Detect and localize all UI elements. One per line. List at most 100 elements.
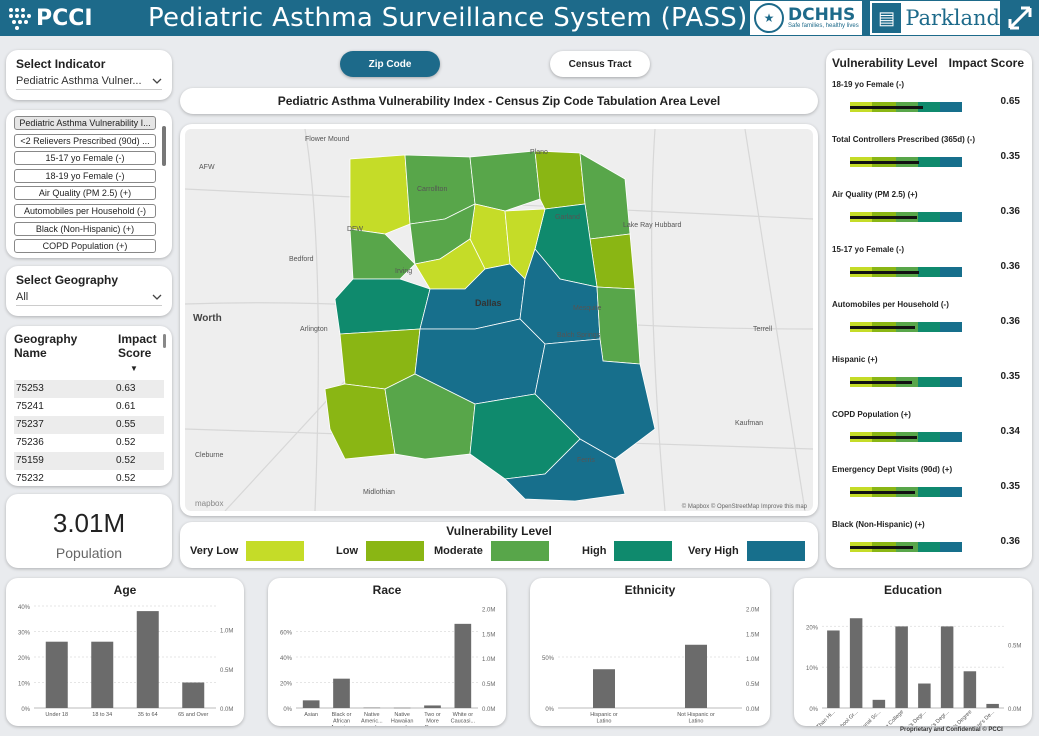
bar[interactable] <box>45 641 68 708</box>
legend-label: Low <box>336 545 358 557</box>
legend-item-high: High <box>582 541 673 561</box>
bar[interactable] <box>91 641 114 708</box>
education-chart: Education 0% 10% 20% 0.0M 0.5M Less Than Hi..… <box>794 578 1032 726</box>
y-tick-label: 40% <box>18 605 31 611</box>
bar[interactable] <box>895 626 908 708</box>
indicator-list-item[interactable]: Black (Non-Hispanic) (+) <box>14 221 156 236</box>
map-place-label: Flower Mound <box>305 136 349 143</box>
map-place-label: Ferris <box>577 457 595 464</box>
bar[interactable] <box>849 618 863 708</box>
bar[interactable] <box>685 644 707 708</box>
vulnerability-row[interactable]: Automobiles per Household (-) 0.36 <box>832 300 1028 352</box>
table-row[interactable]: 75236 0.52 <box>14 434 164 452</box>
indicator-list-item[interactable]: Air Quality (PM 2.5) (+) <box>14 186 156 201</box>
expand-icon[interactable] <box>1004 2 1036 34</box>
bar[interactable] <box>872 699 886 708</box>
vulnerability-row[interactable]: Black (Non-Hispanic) (+) 0.36 <box>832 520 1028 572</box>
column-header-geography[interactable]: Geography Name <box>14 332 78 360</box>
table-row[interactable]: 75241 0.61 <box>14 398 164 416</box>
bar[interactable] <box>182 682 205 709</box>
table-row[interactable]: 75237 0.55 <box>14 416 164 434</box>
bar[interactable] <box>333 678 350 708</box>
vulnerability-row[interactable]: Emergency Dept Visits (90d) (+) 0.35 <box>832 465 1028 517</box>
choropleth-map[interactable]: Flower Mound Plano Carrollton Garland La… <box>185 129 813 511</box>
zip-region[interactable] <box>349 154 411 235</box>
vulnerability-row-label: Automobiles per Household (-) <box>832 300 949 309</box>
bullet-band <box>940 487 962 497</box>
map-place-label: Cleburne <box>195 452 224 459</box>
table-row[interactable]: 75232 0.52 <box>14 470 164 488</box>
zip-region[interactable] <box>349 228 416 280</box>
vulnerability-score: 0.35 <box>1000 481 1020 492</box>
map-place-label: AFW <box>199 164 215 171</box>
y-tick-label: 30% <box>18 631 31 637</box>
bar[interactable] <box>454 623 472 708</box>
vulnerability-row[interactable]: COPD Population (+) 0.34 <box>832 410 1028 462</box>
table-row[interactable]: 75159 0.52 <box>14 452 164 470</box>
dchhs-tagline: Safe families, healthy lives <box>788 23 859 29</box>
zip-region[interactable] <box>504 438 626 502</box>
tab-zip-code[interactable]: Zip Code <box>340 51 440 77</box>
y2-tick-label: 0.0M <box>746 707 759 713</box>
map-attribution[interactable]: © Mapbox © OpenStreetMap Improve this ma… <box>682 503 808 510</box>
vulnerability-row[interactable]: 18-19 yo Female (-) 0.65 <box>832 80 1028 132</box>
population-label: Population <box>55 545 123 561</box>
bar[interactable] <box>918 683 931 708</box>
vulnerability-row[interactable]: Hispanic (+) 0.35 <box>832 355 1028 407</box>
indicator-list-item[interactable]: 18-19 yo Female (-) <box>14 168 156 183</box>
column-header-impact-score[interactable]: Impact Score ▼ <box>118 332 164 376</box>
population-value: 3.01M <box>52 508 126 538</box>
vulnerability-row-label: Hispanic (+) <box>832 355 878 364</box>
vulnerability-row-label: Total Controllers Prescribed (365d) (-) <box>832 135 975 144</box>
vulnerability-legend: Vulnerability Level Very Low Low Moderat… <box>180 522 818 568</box>
bar[interactable] <box>393 707 411 709</box>
bullet-value-line <box>850 271 919 274</box>
parkland-logo-icon: ▤ <box>872 3 902 33</box>
vulnerability-score: 0.65 <box>1000 96 1020 107</box>
table-body: 75253 0.63 75241 0.61 75237 0.55 75236 0.52 … <box>14 380 164 488</box>
y2-tick-label: 2.0M <box>746 607 759 613</box>
vulnerability-row[interactable]: Total Controllers Prescribed (365d) (-) 0… <box>832 135 1028 187</box>
bar[interactable] <box>963 671 977 708</box>
vulnerability-row-label: 15-17 yo Female (-) <box>832 245 905 254</box>
indicator-dropdown[interactable]: Pediatric Asthma Vulner... <box>16 75 162 90</box>
table-scrollbar[interactable] <box>163 334 166 348</box>
bar[interactable] <box>302 700 320 708</box>
zip-region[interactable] <box>596 286 641 365</box>
bullet-band <box>918 487 940 497</box>
bar[interactable] <box>136 611 159 708</box>
table-row[interactable]: 75253 0.63 <box>14 380 164 398</box>
vulnerability-row[interactable]: 15-17 yo Female (-) 0.36 <box>832 245 1028 297</box>
vulnerability-score: 0.36 <box>1000 261 1020 272</box>
indicator-list-item[interactable]: 15-17 yo Female (-) <box>14 151 156 166</box>
bar[interactable] <box>827 630 840 708</box>
bar[interactable] <box>363 707 381 709</box>
y2-tick-label: 0.5M <box>1008 643 1021 649</box>
geography-dropdown[interactable]: All <box>16 291 162 306</box>
indicator-list-scrollbar[interactable] <box>162 126 166 166</box>
indicator-list-item[interactable]: Pediatric Asthma Vulnerability I... <box>14 116 156 130</box>
geography-label: Select Geography <box>16 273 119 287</box>
table-cell: 75237 <box>16 419 44 430</box>
indicator-list-item[interactable]: Automobiles per Household (-) <box>14 203 156 218</box>
mapbox-logo[interactable]: mapbox <box>195 499 223 508</box>
y-tick-label: 40% <box>280 656 293 662</box>
bar[interactable] <box>986 703 999 708</box>
zip-region[interactable] <box>469 150 541 212</box>
zip-region[interactable] <box>589 233 636 290</box>
y-tick-label: 60% <box>280 631 293 637</box>
vulnerability-row[interactable]: Air Quality (PM 2.5) (+) 0.36 <box>832 190 1028 242</box>
bar[interactable] <box>593 669 615 708</box>
indicator-list-item[interactable]: COPD Population (+) <box>14 239 156 254</box>
indicator-list-item[interactable]: <2 Relievers Prescribed (90d) ... <box>14 133 156 148</box>
zip-region[interactable] <box>534 150 586 210</box>
bar[interactable] <box>940 626 954 708</box>
zip-region[interactable] <box>334 278 431 335</box>
geography-slicer: Select Geography All <box>6 266 172 316</box>
legend-swatch <box>366 541 424 561</box>
population-card: 3.01M Population <box>6 494 172 568</box>
tab-census-tract[interactable]: Census Tract <box>550 51 650 77</box>
bar[interactable] <box>424 705 441 708</box>
bullet-band <box>940 542 962 552</box>
